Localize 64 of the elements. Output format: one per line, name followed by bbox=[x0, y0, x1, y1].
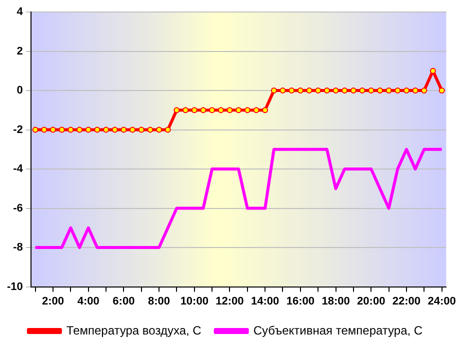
point bbox=[280, 88, 286, 94]
point bbox=[130, 126, 136, 133]
point bbox=[359, 88, 366, 94]
point bbox=[421, 88, 428, 94]
x-tick-label: 4:00 bbox=[77, 295, 100, 308]
point bbox=[288, 88, 295, 94]
point bbox=[332, 88, 339, 94]
y-tick-label: -8 bbox=[13, 242, 23, 254]
legend-label: Температура воздуха, С bbox=[66, 323, 202, 338]
point bbox=[394, 88, 401, 94]
point bbox=[147, 126, 154, 133]
point bbox=[253, 107, 260, 114]
point bbox=[315, 88, 322, 94]
point bbox=[94, 126, 100, 133]
point bbox=[386, 88, 392, 94]
point bbox=[50, 126, 56, 133]
y-tick-label: 4 bbox=[16, 6, 24, 18]
point bbox=[262, 107, 268, 114]
x-tick-label: 14:00 bbox=[251, 295, 280, 308]
point bbox=[41, 126, 48, 133]
point bbox=[270, 88, 277, 94]
x-tick-label: 8:00 bbox=[148, 295, 170, 308]
point bbox=[120, 126, 127, 133]
point bbox=[138, 126, 144, 133]
point bbox=[182, 107, 189, 114]
point bbox=[85, 126, 92, 133]
point bbox=[368, 88, 374, 94]
point bbox=[58, 126, 65, 133]
point bbox=[209, 107, 216, 114]
point bbox=[306, 88, 312, 94]
point bbox=[218, 107, 224, 114]
point bbox=[412, 88, 418, 94]
point bbox=[236, 107, 242, 114]
point bbox=[156, 126, 162, 133]
point bbox=[174, 107, 180, 114]
x-tick-label: 24:00 bbox=[428, 295, 456, 308]
point bbox=[164, 126, 171, 133]
point bbox=[32, 126, 38, 133]
y-tick-label: -10 bbox=[6, 280, 23, 293]
point bbox=[244, 107, 250, 114]
x-tick-label: 16:00 bbox=[286, 295, 314, 308]
point bbox=[297, 88, 304, 94]
y-tick-label: 2 bbox=[16, 45, 23, 58]
x-tick-label: 18:00 bbox=[322, 295, 350, 308]
x-tick-label: 12:00 bbox=[216, 295, 244, 308]
point bbox=[438, 88, 445, 94]
x-tick-label: 20:00 bbox=[357, 295, 386, 308]
x-tick-label: 10:00 bbox=[180, 295, 208, 308]
point bbox=[200, 107, 206, 114]
point bbox=[76, 126, 82, 133]
y-tick-label: 0 bbox=[16, 84, 23, 97]
point bbox=[112, 126, 118, 133]
legend-label: Субъективная температура, С bbox=[253, 323, 423, 338]
x-tick-label: 22:00 bbox=[392, 295, 421, 308]
y-tick-label: -6 bbox=[13, 202, 23, 214]
x-tick-label: 6:00 bbox=[112, 295, 135, 308]
x-tick-label: 2:00 bbox=[42, 295, 64, 308]
point bbox=[103, 126, 110, 133]
point bbox=[68, 126, 74, 133]
point bbox=[226, 107, 233, 114]
y-tick-label: -2 bbox=[13, 124, 23, 136]
point bbox=[342, 88, 348, 94]
y-tick-label: -4 bbox=[13, 163, 24, 176]
point bbox=[191, 107, 198, 114]
